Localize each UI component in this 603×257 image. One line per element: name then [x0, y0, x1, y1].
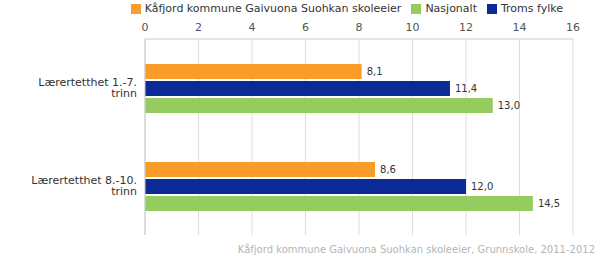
svg-text:12: 12	[459, 21, 473, 34]
svg-text:16: 16	[566, 21, 580, 34]
html-text:Troms fylke: Troms fylke	[501, 2, 563, 15]
svg-text:0: 0	[142, 21, 149, 34]
svg-text:Lærertetthet 1.-7.trinn: Lærertetthet 1.-7.trinn	[38, 76, 137, 100]
svg-text:11,4: 11,4	[455, 83, 477, 94]
html-text:Kåfjord kommune Gaivuona Suohk: Kåfjord kommune Gaivuona Suohkan skoleei…	[237, 244, 595, 255]
svg-text:13,0: 13,0	[498, 100, 520, 111]
svg-text:8,6: 8,6	[380, 164, 396, 175]
svg-text:14,5: 14,5	[538, 198, 560, 209]
html-text:Kåfjord kommune Gaivuona Suohk: Kåfjord kommune Gaivuona Suohkan skoleei…	[144, 2, 402, 15]
html-text:Nasjonalt: Nasjonalt	[425, 2, 477, 15]
svg-text:4: 4	[249, 21, 256, 34]
svg-text:14: 14	[513, 21, 527, 34]
svg-text:6: 6	[302, 21, 309, 34]
svg-text:10: 10	[406, 21, 420, 34]
svg-text:2: 2	[195, 21, 202, 34]
svg-text:Lærertetthet 8.-10.trinn: Lærertetthet 8.-10.trinn	[31, 174, 137, 198]
svg-text:12,0: 12,0	[471, 181, 493, 192]
svg-text:8: 8	[356, 21, 363, 34]
svg-text:8,1: 8,1	[367, 66, 383, 77]
